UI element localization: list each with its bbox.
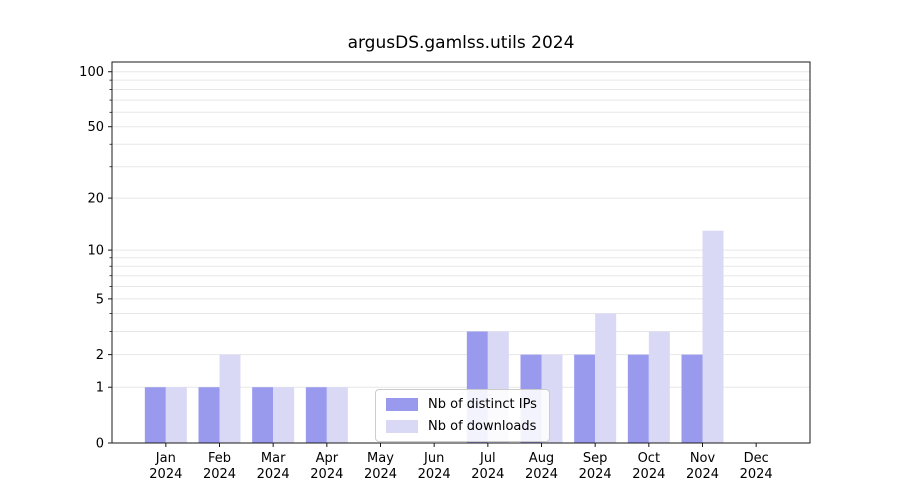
y-tick-label: 0 [96, 437, 104, 452]
x-tick-label-month: Apr [316, 451, 339, 466]
x-tick-label-month: Dec [744, 451, 769, 466]
x-tick-label-year: 2024 [686, 467, 719, 482]
y-tick-label: 5 [96, 292, 104, 307]
x-tick-label-year: 2024 [149, 467, 182, 482]
y-tick-label: 10 [87, 244, 104, 259]
x-tick-label-year: 2024 [418, 467, 451, 482]
bar-nb-of-distinct-ips-feb [198, 387, 220, 443]
x-tick-label-year: 2024 [740, 467, 773, 482]
bar-nb-of-distinct-ips-oct [627, 354, 649, 443]
bar-nb-of-distinct-ips-jan [144, 387, 166, 443]
x-tick-label-year: 2024 [257, 467, 290, 482]
bar-nb-of-distinct-ips-sep [574, 354, 596, 443]
y-tick-label: 1 [96, 381, 104, 396]
bar-nb-of-downloads-mar [273, 387, 295, 443]
x-tick-label-month: Oct [638, 451, 660, 466]
x-tick-label-month: Aug [529, 451, 554, 466]
y-tick-label: 2 [96, 348, 104, 363]
x-tick-label-month: Jun [423, 451, 444, 466]
x-tick-label-month: Mar [261, 451, 286, 466]
x-tick-label-year: 2024 [525, 467, 558, 482]
bar-nb-of-distinct-ips-apr [305, 387, 327, 443]
x-tick-label-month: Feb [208, 451, 231, 466]
x-tick-label-month: Sep [583, 451, 608, 466]
legend-label-distinct-ips: Nb of distinct IPs [428, 397, 537, 412]
bar-nb-of-downloads-apr [326, 387, 348, 443]
y-tick-label: 20 [87, 192, 104, 207]
legend-label-downloads: Nb of downloads [428, 419, 537, 434]
plot-border [111, 61, 811, 444]
x-tick-label-month: May [367, 451, 394, 466]
legend-swatch-downloads [386, 420, 418, 433]
legend-item-downloads: Nb of downloads [386, 419, 537, 434]
x-tick-label-year: 2024 [471, 467, 504, 482]
x-tick-label-month: Nov [690, 451, 716, 466]
chart-title: argusDS.gamlss.utils 2024 [347, 33, 575, 53]
bar-nb-of-downloads-jan [165, 387, 187, 443]
bar-nb-of-downloads-oct [648, 331, 670, 443]
bar-nb-of-downloads-sep [595, 313, 617, 443]
x-tick-label-month: Jan [155, 451, 176, 466]
legend-swatch-distinct-ips [386, 398, 418, 411]
y-tick-label: 100 [79, 65, 104, 80]
x-tick-label-year: 2024 [579, 467, 612, 482]
legend: Nb of distinct IPs Nb of downloads [375, 389, 550, 442]
bar-nb-of-distinct-ips-nov [681, 354, 703, 443]
y-tick-label: 50 [87, 120, 104, 135]
bar-nb-of-distinct-ips-mar [252, 387, 274, 443]
x-tick-label-year: 2024 [203, 467, 236, 482]
legend-item-distinct-ips: Nb of distinct IPs [386, 397, 537, 412]
x-tick-label-year: 2024 [310, 467, 343, 482]
x-tick-label-month: Jul [479, 451, 496, 466]
x-tick-label-year: 2024 [632, 467, 665, 482]
bar-nb-of-downloads-feb [219, 354, 241, 443]
bar-nb-of-downloads-nov [702, 230, 724, 443]
x-tick-label-year: 2024 [364, 467, 397, 482]
